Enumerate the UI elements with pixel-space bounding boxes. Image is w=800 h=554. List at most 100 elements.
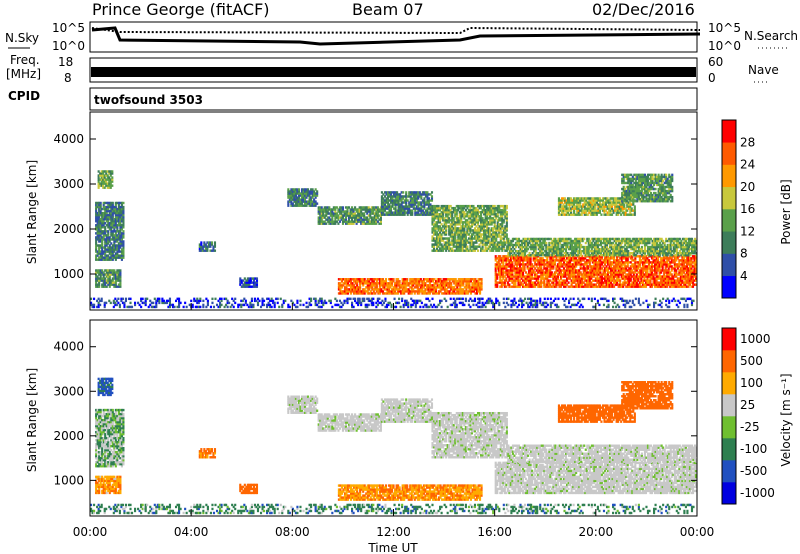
power-cell: [632, 273, 635, 276]
power-cell: [108, 222, 111, 225]
power-cell: [684, 267, 687, 270]
power-cell: [640, 285, 643, 288]
power-cell: [377, 278, 380, 281]
power-cell: [114, 226, 117, 229]
power-cell: [293, 194, 296, 197]
power-cell: [120, 224, 123, 227]
power-cell: [411, 191, 414, 194]
power-cell: [559, 285, 563, 288]
power-cell: [356, 286, 359, 289]
power-cell: [449, 233, 452, 236]
power-cell: [605, 281, 608, 284]
power-cell: [597, 267, 600, 270]
power-cell: [599, 265, 602, 268]
power-cell: [670, 259, 673, 262]
power-cell: [605, 267, 608, 270]
power-cell: [410, 288, 413, 291]
power-cell: [478, 292, 482, 295]
power-cell: [606, 281, 610, 284]
power-cell: [675, 281, 678, 284]
power-cell: [358, 208, 361, 211]
power-cell: [590, 257, 593, 260]
power-cell: [486, 229, 489, 232]
power-cell: [405, 203, 408, 206]
power-cell: [476, 221, 480, 224]
power-cell: [398, 286, 401, 289]
power-cell: [293, 200, 296, 203]
power-cell: [383, 207, 387, 210]
power-cell: [492, 245, 495, 248]
power-cell: [591, 257, 594, 260]
power-cell: [98, 246, 101, 249]
power-cell: [483, 211, 486, 214]
power-cell: [119, 232, 122, 235]
power-cell: [464, 235, 467, 238]
power-cell: [458, 231, 461, 234]
power-cell: [614, 259, 617, 262]
power-cell: [575, 263, 578, 266]
power-cell: [341, 218, 345, 221]
power-cell: [499, 267, 502, 270]
power-cell: [106, 176, 109, 179]
power-cell: [408, 203, 411, 206]
power-cell: [116, 230, 119, 233]
power-cell: [122, 252, 125, 255]
power-cell: [386, 292, 389, 295]
nsearch-trace: [91, 26, 701, 35]
power-cell: [386, 199, 390, 202]
power-cell: [528, 279, 531, 282]
power-cell: [517, 285, 520, 288]
power-cell: [443, 237, 446, 240]
power-cell: [107, 203, 110, 207]
power-cell: [463, 235, 466, 238]
power-cell: [464, 231, 467, 234]
power-cell: [448, 292, 451, 295]
power-cell: [461, 241, 464, 244]
power-cell: [501, 237, 504, 240]
power-cell: [687, 273, 690, 276]
power-cell: [538, 269, 541, 272]
power-cell: [102, 203, 105, 207]
power-cell: [374, 292, 377, 295]
power-cell: [109, 170, 112, 173]
power-cell: [567, 267, 570, 270]
power-cell: [531, 283, 534, 286]
power-cell: [378, 208, 381, 211]
power-cell: [490, 213, 493, 216]
power-cell: [351, 218, 354, 221]
power-cell: [667, 283, 670, 286]
power-cell: [110, 226, 113, 229]
power-cell: [546, 285, 549, 288]
power-cell: [101, 238, 104, 241]
power-cell: [478, 215, 481, 218]
power-cell: [445, 241, 448, 244]
power-cell: [638, 255, 641, 258]
power-cell: [690, 269, 693, 272]
power-cell: [505, 249, 508, 252]
power-cell: [457, 239, 460, 242]
power-cell: [110, 230, 113, 233]
power-cell: [308, 192, 311, 195]
power-cell: [455, 215, 458, 218]
power-cell: [547, 283, 550, 286]
power-cell: [95, 228, 98, 231]
power-cell: [339, 278, 342, 281]
power-cell: [691, 285, 695, 288]
power-cell: [406, 207, 409, 210]
power-cell: [420, 213, 423, 216]
power-cell: [392, 203, 396, 206]
power-cell: [248, 281, 251, 284]
power-cell: [466, 219, 469, 222]
power-cell: [667, 281, 670, 284]
power-cell: [105, 269, 108, 272]
power-cell: [207, 243, 210, 246]
power-cell: [502, 277, 505, 280]
power-cell: [513, 237, 516, 241]
power-cell: [458, 213, 461, 216]
power-cell: [409, 292, 412, 295]
power-cell: [540, 277, 543, 280]
power-cell: [457, 233, 460, 236]
power-cell: [593, 263, 596, 266]
power-cell: [451, 286, 454, 289]
power-cell: [649, 281, 652, 284]
